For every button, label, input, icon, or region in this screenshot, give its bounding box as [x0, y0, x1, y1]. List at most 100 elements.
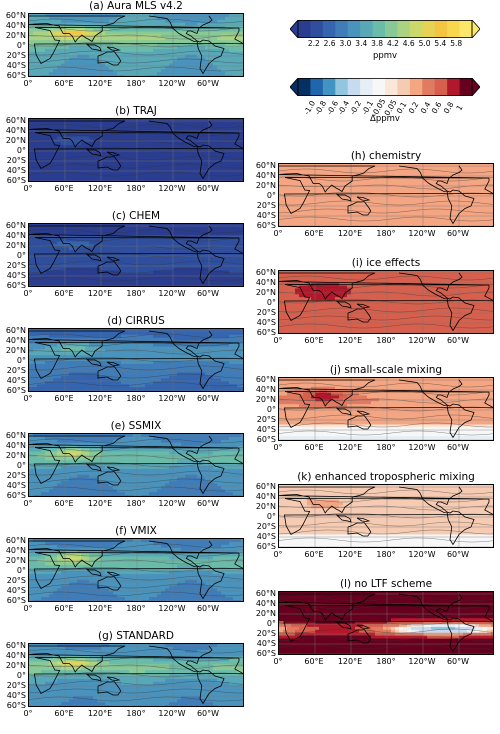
- field-cell: [185, 390, 190, 392]
- field-cell: [65, 75, 70, 77]
- field-cell: [241, 390, 244, 392]
- field-cell: [129, 390, 134, 392]
- field-cell: [113, 75, 118, 77]
- field-cell: [73, 285, 78, 287]
- field-cell: [181, 285, 186, 287]
- field-cell: [241, 75, 244, 77]
- field-cell: [93, 390, 98, 392]
- field-cell: [201, 285, 206, 287]
- field-cell: [213, 285, 218, 287]
- field-cell: [53, 75, 58, 77]
- field-cell: [173, 180, 178, 182]
- lon-tick-label: 120°E: [80, 289, 120, 298]
- field-cell: [189, 75, 194, 77]
- colorbar-swatch: [447, 78, 460, 96]
- field-cell: [157, 390, 162, 392]
- field-cell: [153, 180, 158, 182]
- field-cell: [33, 75, 38, 77]
- lat-tick-label: 40°N: [0, 336, 26, 345]
- field-cell: [201, 75, 206, 77]
- field-cell: [165, 390, 170, 392]
- field-cell: [113, 285, 118, 287]
- field-cell: [177, 180, 182, 182]
- lat-tick-label: 60°N: [0, 11, 26, 20]
- field-cell: [177, 390, 182, 392]
- field-cell: [165, 75, 170, 77]
- colorbar-swatch: [460, 20, 473, 38]
- map-field: [29, 14, 244, 77]
- map-field: [29, 434, 244, 497]
- field-cell: [101, 285, 106, 287]
- colorbar-arrow-left: [290, 78, 298, 96]
- field-cell: [189, 180, 194, 182]
- colorbar-swatch: [397, 20, 410, 38]
- field-cell: [137, 180, 142, 182]
- field-cell: [225, 285, 230, 287]
- field-cell: [161, 285, 166, 287]
- field-cell: [229, 180, 234, 182]
- field-cell: [237, 180, 242, 182]
- field-cell: [137, 285, 142, 287]
- colorbar-swatch: [410, 78, 423, 96]
- colorbar-swatch: [385, 20, 398, 38]
- colorbar-swatch: [323, 20, 336, 38]
- colorbar-swatch: [323, 78, 336, 96]
- field-cell: [153, 390, 158, 392]
- lat-tick-label: 40°N: [0, 231, 26, 240]
- colorbar-swatch: [310, 20, 323, 38]
- field-cell: [197, 390, 202, 392]
- field-cell: [105, 285, 110, 287]
- colorbar-abs-strip: [290, 20, 480, 38]
- field-cell: [41, 75, 46, 77]
- field-cell: [217, 75, 222, 77]
- field-cell: [81, 75, 86, 77]
- lat-tick-label: 40°N: [0, 126, 26, 135]
- field-cell: [225, 180, 230, 182]
- field-cell: [125, 285, 130, 287]
- field-cell: [197, 285, 202, 287]
- map-field: [29, 119, 244, 182]
- colorbar-swatch: [447, 20, 460, 38]
- lon-tick-label: 120°W: [152, 394, 192, 403]
- field-cell: [41, 390, 46, 392]
- field-cell: [77, 180, 82, 182]
- field-cell: [213, 75, 218, 77]
- field-cell: [29, 75, 34, 77]
- colorbar-swatch: [360, 78, 373, 96]
- field-cell: [29, 390, 34, 392]
- field-cell: [45, 75, 50, 77]
- map-plot: [28, 433, 244, 497]
- field-cell: [193, 180, 198, 182]
- field-cell: [233, 390, 238, 392]
- field-cell: [173, 75, 178, 77]
- field-cell: [181, 390, 186, 392]
- field-cell: [145, 75, 150, 77]
- field-cell: [69, 390, 74, 392]
- lon-tick-label: 120°W: [152, 289, 192, 298]
- lon-tick-label: 60°E: [44, 289, 84, 298]
- field-cell: [109, 75, 114, 77]
- field-cell: [233, 285, 238, 287]
- lat-tick-label: 20°S: [0, 51, 26, 60]
- lat-tick-label: 20°S: [0, 261, 26, 270]
- field-cell: [117, 390, 122, 392]
- field-cell: [129, 75, 134, 77]
- field-cell: [57, 285, 62, 287]
- field-cell: [173, 285, 178, 287]
- field-cell: [85, 390, 90, 392]
- field-cell: [113, 180, 118, 182]
- field-cell: [209, 75, 214, 77]
- field-cell: [217, 390, 222, 392]
- lat-tick-label: 40°N: [0, 21, 26, 30]
- field-cell: [113, 390, 118, 392]
- lon-tick-label: 180°: [116, 394, 156, 403]
- field-cell: [69, 180, 74, 182]
- lon-tick-label: 120°E: [80, 79, 120, 88]
- field-cell: [173, 390, 178, 392]
- colorbar-arrow-right: [472, 20, 480, 38]
- colorbar-swatch: [348, 20, 361, 38]
